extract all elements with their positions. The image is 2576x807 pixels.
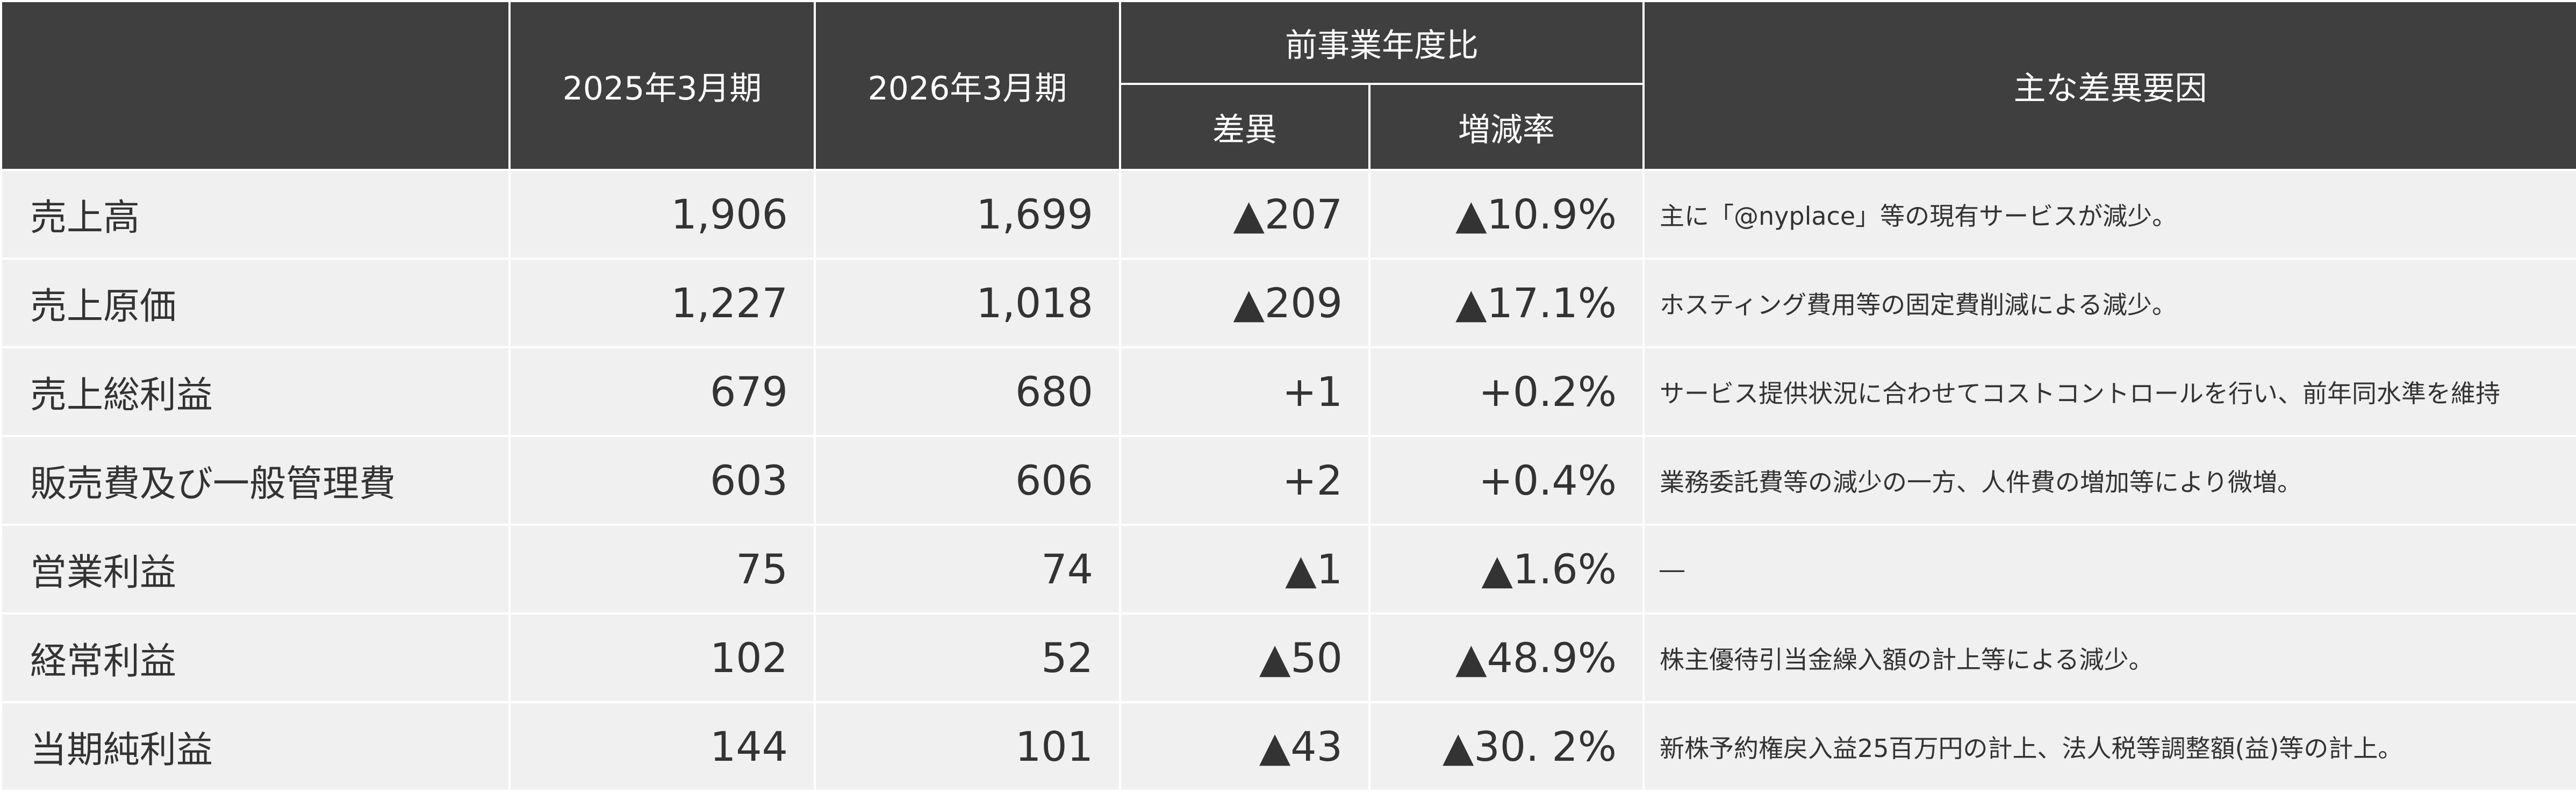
row-fy2026: 606	[814, 435, 1121, 526]
table-row: 売上原価 1,227 1,018 ▲209 ▲17.1% ホスティング費用等の固…	[0, 258, 2576, 348]
header-yoy-group: 前事業年度比	[1119, 0, 1645, 85]
row-item: 営業利益	[0, 524, 511, 615]
row-item: 売上高	[0, 169, 511, 260]
table-row: 売上高 1,906 1,699 ▲207 ▲10.9% 主に「@nyplace」…	[0, 169, 2576, 260]
row-item: 当期純利益	[0, 701, 511, 792]
row-fy2026: 52	[814, 612, 1121, 703]
row-note: 株主優待引当金繰入額の計上等による減少。	[1642, 612, 2576, 703]
row-rate: +0.4%	[1368, 435, 1645, 526]
row-note: ホスティング費用等の固定費削減による減少。	[1642, 258, 2576, 348]
row-rate: ▲1.6%	[1368, 524, 1645, 615]
table-row: 営業利益 75 74 ▲1 ▲1.6% ―	[0, 524, 2576, 615]
header-row-sub: 差異 増減率	[1, 83, 2576, 171]
row-item: 販売費及び一般管理費	[0, 435, 511, 526]
table-row: 当期純利益 144 101 ▲43 ▲30. 2% 新株予約権戻入益25百万円の…	[0, 701, 2576, 792]
row-fy2025: 679	[508, 346, 816, 437]
row-note: ―	[1642, 524, 2576, 615]
row-rate: ▲48.9%	[1368, 612, 1645, 703]
header-fy2026: 2026年3月期	[814, 0, 1121, 171]
row-diff: +1	[1119, 346, 1370, 437]
table-row: 販売費及び一般管理費 603 606 +2 +0.4% 業務委託費等の減少の一方…	[0, 435, 2576, 526]
table-row: 売上総利益 679 680 +1 +0.2% サービス提供状況に合わせてコストコ…	[0, 346, 2576, 437]
row-fy2025: 603	[508, 435, 816, 526]
row-fy2026: 1,018	[814, 258, 1121, 348]
row-note: 主に「@nyplace」等の現有サービスが減少。	[1642, 169, 2576, 260]
row-rate: +0.2%	[1368, 346, 1645, 437]
row-diff: ▲1	[1119, 524, 1370, 615]
row-fy2025: 1,906	[508, 169, 816, 260]
row-rate: ▲10.9%	[1368, 169, 1645, 260]
row-fy2026: 680	[814, 346, 1121, 437]
row-diff: ▲209	[1119, 258, 1370, 348]
header-fy2025: 2025年3月期	[508, 0, 816, 171]
row-diff: ▲207	[1119, 169, 1370, 260]
row-fy2025: 144	[508, 701, 816, 792]
row-diff: ▲43	[1119, 701, 1370, 792]
row-fy2026: 101	[814, 701, 1121, 792]
row-diff: ▲50	[1119, 612, 1370, 703]
header-row-top: 2025年3月期 2026年3月期 前事業年度比 主な差異要因	[0, 0, 2576, 171]
header-diff: 差異	[1119, 83, 1370, 171]
header-factors: 主な差異要因	[1642, 0, 2576, 171]
row-rate: ▲30. 2%	[1368, 701, 1645, 792]
header-rate: 増減率	[1368, 83, 1645, 171]
row-note: 新株予約権戻入益25百万円の計上、法人税等調整額(益)等の計上。	[1642, 701, 2576, 792]
row-fy2025: 75	[508, 524, 816, 615]
row-fy2026: 1,699	[814, 169, 1121, 260]
row-diff: +2	[1119, 435, 1370, 526]
row-note: サービス提供状況に合わせてコストコントロールを行い、前年同水準を維持	[1642, 346, 2576, 437]
row-fy2025: 1,227	[508, 258, 816, 348]
row-rate: ▲17.1%	[1368, 258, 1645, 348]
row-fy2025: 102	[508, 612, 816, 703]
row-note: 業務委託費等の減少の一方、人件費の増加等により微増。	[1642, 435, 2576, 526]
header-item	[0, 0, 511, 171]
row-fy2026: 74	[814, 524, 1121, 615]
row-item: 売上総利益	[0, 346, 511, 437]
table-row: 経常利益 102 52 ▲50 ▲48.9% 株主優待引当金繰入額の計上等による…	[0, 612, 2576, 703]
row-item: 経常利益	[0, 612, 511, 703]
row-item: 売上原価	[0, 258, 511, 348]
